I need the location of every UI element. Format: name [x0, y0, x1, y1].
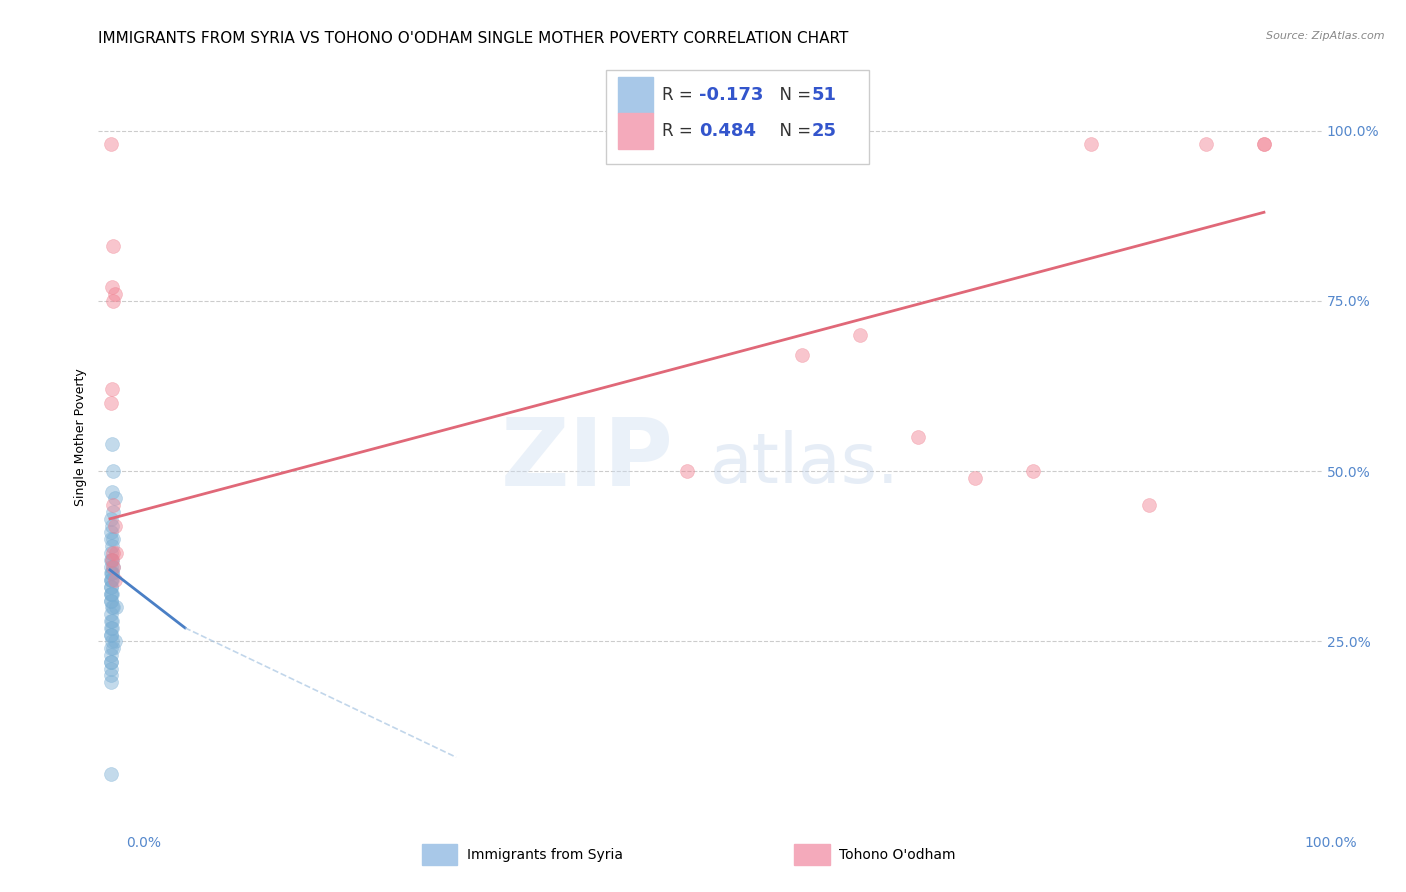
Text: 100.0%: 100.0%	[1305, 836, 1357, 850]
Point	[100, 573, 122, 587]
Point	[103, 293, 125, 308]
Point	[103, 464, 125, 478]
Text: 0.484: 0.484	[699, 122, 756, 140]
Text: R =: R =	[662, 86, 699, 103]
Point	[103, 533, 125, 547]
Point	[100, 525, 122, 540]
Point	[101, 621, 124, 635]
Point	[101, 539, 124, 553]
Point	[103, 573, 125, 587]
Point	[100, 641, 122, 656]
Point	[100, 587, 122, 601]
Point	[100, 627, 122, 641]
Text: N =: N =	[769, 122, 815, 140]
Point	[100, 396, 122, 410]
Point	[100, 593, 122, 607]
Text: ZIP: ZIP	[501, 414, 673, 506]
Point	[1195, 137, 1218, 152]
Point	[792, 348, 814, 362]
Point	[103, 491, 125, 506]
Point	[1080, 137, 1102, 152]
Point	[100, 648, 122, 662]
Point	[100, 627, 122, 641]
Point	[100, 607, 122, 622]
Point	[104, 600, 127, 615]
Y-axis label: Single Mother Poverty: Single Mother Poverty	[75, 368, 87, 506]
Point	[104, 546, 127, 560]
Point	[100, 552, 122, 566]
Point	[907, 430, 929, 444]
Point	[849, 327, 872, 342]
Point	[103, 287, 125, 301]
Point	[101, 437, 124, 451]
Point	[101, 573, 124, 587]
Text: R =: R =	[662, 122, 699, 140]
Point	[103, 498, 125, 512]
Point	[1253, 137, 1275, 152]
Point	[100, 559, 122, 574]
Point	[1022, 464, 1045, 478]
Point	[103, 559, 125, 574]
Text: 25: 25	[811, 122, 837, 140]
Point	[101, 566, 124, 581]
Point	[103, 518, 125, 533]
Point	[100, 566, 122, 581]
Point	[101, 634, 124, 648]
Point	[100, 655, 122, 669]
Point	[101, 518, 124, 533]
Text: Source: ZipAtlas.com: Source: ZipAtlas.com	[1267, 31, 1385, 41]
Point	[100, 580, 122, 594]
Point	[103, 546, 125, 560]
Point	[101, 552, 124, 566]
FancyBboxPatch shape	[606, 70, 869, 163]
Point	[100, 662, 122, 676]
Point	[100, 546, 122, 560]
Point	[103, 505, 125, 519]
Text: IMMIGRANTS FROM SYRIA VS TOHONO O'ODHAM SINGLE MOTHER POVERTY CORRELATION CHART: IMMIGRANTS FROM SYRIA VS TOHONO O'ODHAM …	[98, 31, 849, 46]
FancyBboxPatch shape	[619, 113, 652, 149]
Point	[103, 239, 125, 253]
Point	[100, 533, 122, 547]
Point	[101, 552, 124, 566]
FancyBboxPatch shape	[619, 77, 652, 112]
Point	[100, 573, 122, 587]
Text: Immigrants from Syria: Immigrants from Syria	[467, 847, 623, 862]
Point	[100, 621, 122, 635]
Point	[101, 566, 124, 581]
Point	[101, 614, 124, 628]
Point	[965, 471, 987, 485]
Point	[676, 464, 699, 478]
Point	[101, 484, 124, 499]
Text: 51: 51	[811, 86, 837, 103]
Point	[100, 675, 122, 690]
Point	[103, 559, 125, 574]
Point	[100, 587, 122, 601]
Text: N =: N =	[769, 86, 815, 103]
Point	[100, 614, 122, 628]
Point	[100, 655, 122, 669]
Point	[101, 600, 124, 615]
Point	[101, 587, 124, 601]
Point	[103, 600, 125, 615]
Point	[1137, 498, 1160, 512]
Point	[100, 512, 122, 526]
Text: 0.0%: 0.0%	[127, 836, 162, 850]
Point	[100, 767, 122, 781]
Point	[100, 593, 122, 607]
Point	[1253, 137, 1275, 152]
Point	[103, 634, 125, 648]
Point	[103, 641, 125, 656]
Text: Tohono O'odham: Tohono O'odham	[839, 847, 956, 862]
Point	[100, 668, 122, 682]
Point	[101, 383, 124, 397]
Text: atlas.: atlas.	[710, 430, 900, 497]
Point	[101, 280, 124, 294]
Point	[100, 580, 122, 594]
Point	[100, 137, 122, 152]
Text: -0.173: -0.173	[699, 86, 763, 103]
